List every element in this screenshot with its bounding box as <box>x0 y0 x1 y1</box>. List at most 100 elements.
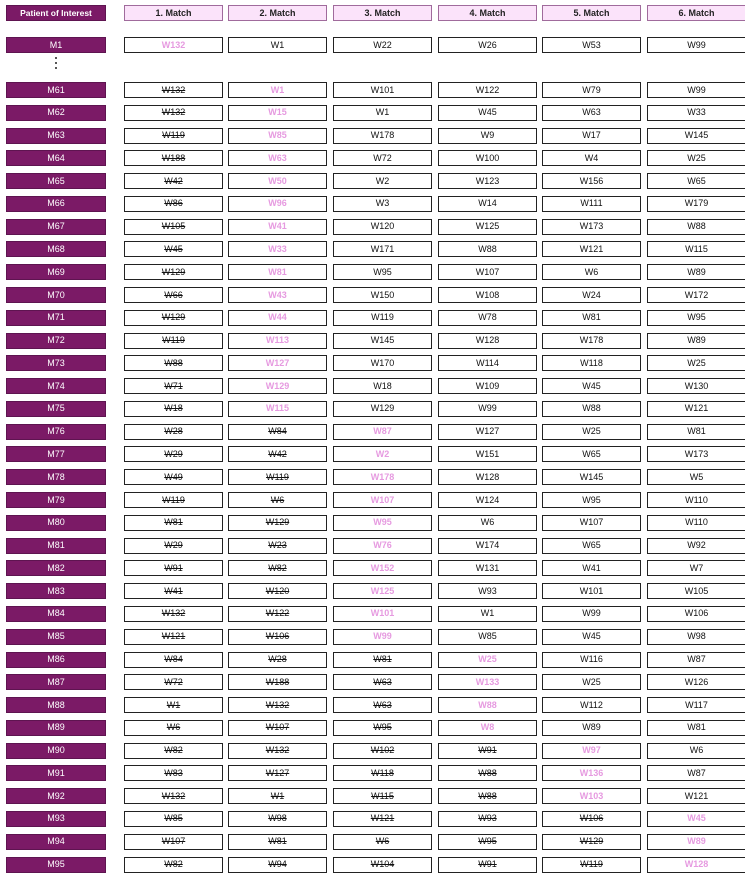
match-cell: W2 <box>333 446 432 463</box>
patient-label: M88 <box>6 697 106 714</box>
match-cell: W6 <box>438 514 537 531</box>
match-column-header-6: 6. Match <box>647 5 745 21</box>
patient-label: M61 <box>6 82 106 98</box>
match-cell: W6 <box>124 719 223 736</box>
match-cell: W82 <box>124 742 223 759</box>
match-cell: W127 <box>228 355 327 372</box>
match-cell: W132 <box>124 104 223 121</box>
match-cell: W132 <box>124 37 223 53</box>
match-cell: W33 <box>647 104 745 121</box>
match-cell: W45 <box>647 810 745 827</box>
patient-label: M91 <box>6 765 106 782</box>
match-cell: W131 <box>438 560 537 577</box>
match-cell: W125 <box>438 218 537 235</box>
match-cell: W128 <box>438 332 537 349</box>
match-column-header-2: 2. Match <box>228 5 327 21</box>
match-cell: W6 <box>542 264 641 281</box>
match-cell: W119 <box>124 127 223 144</box>
match-cell: W121 <box>647 788 745 805</box>
match-cell: W6 <box>647 742 745 759</box>
match-cell: W44 <box>228 309 327 326</box>
patient-label: M69 <box>6 264 106 281</box>
match-cell: W7 <box>647 560 745 577</box>
match-cell: W129 <box>124 309 223 326</box>
match-cell: W133 <box>438 674 537 691</box>
match-cell: W101 <box>333 82 432 98</box>
match-cell: W101 <box>333 605 432 622</box>
patient-label: M89 <box>6 719 106 736</box>
match-cell: W4 <box>542 150 641 167</box>
match-cell: W118 <box>542 355 641 372</box>
match-cell: W119 <box>228 469 327 486</box>
match-cell: W26 <box>438 37 537 53</box>
match-cell: W65 <box>542 446 641 463</box>
match-cell: W81 <box>333 651 432 668</box>
match-cell: W89 <box>647 833 745 850</box>
match-cell: W121 <box>542 241 641 258</box>
row-gap-ellipsis <box>53 57 59 69</box>
match-cell: W25 <box>542 423 641 440</box>
match-cell: W18 <box>124 400 223 417</box>
match-cell: W95 <box>333 719 432 736</box>
patient-label: M87 <box>6 674 106 691</box>
patient-label: M73 <box>6 355 106 372</box>
match-cell: W109 <box>438 378 537 395</box>
patient-label: M72 <box>6 332 106 349</box>
match-cell: W41 <box>228 218 327 235</box>
match-cell: W119 <box>542 856 641 873</box>
match-cell: W79 <box>542 82 641 98</box>
match-cell: W65 <box>542 537 641 554</box>
match-cell: W95 <box>542 492 641 509</box>
match-cell: W112 <box>542 697 641 714</box>
match-cell: W132 <box>228 697 327 714</box>
match-cell: W114 <box>438 355 537 372</box>
match-cell: W87 <box>333 423 432 440</box>
match-cell: W89 <box>542 719 641 736</box>
patient-label: M94 <box>6 833 106 850</box>
match-cell: W188 <box>124 150 223 167</box>
match-cell: W29 <box>124 537 223 554</box>
match-cell: W119 <box>333 309 432 326</box>
match-cell: W45 <box>438 104 537 121</box>
match-cell: W173 <box>542 218 641 235</box>
match-cell: W89 <box>647 332 745 349</box>
patient-label: M80 <box>6 514 106 531</box>
match-cell: W72 <box>333 150 432 167</box>
patient-label: M78 <box>6 469 106 486</box>
match-cell: W127 <box>228 765 327 782</box>
match-cell: W151 <box>438 446 537 463</box>
match-cell: W124 <box>438 492 537 509</box>
match-cell: W45 <box>542 628 641 645</box>
match-cell: W85 <box>228 127 327 144</box>
match-cell: W1 <box>438 605 537 622</box>
match-cell: W145 <box>333 332 432 349</box>
match-cell: W97 <box>542 742 641 759</box>
match-cell: W108 <box>438 287 537 304</box>
match-cell: W49 <box>124 469 223 486</box>
match-cell: W98 <box>647 628 745 645</box>
match-cell: W63 <box>333 697 432 714</box>
match-cell: W88 <box>438 241 537 258</box>
match-cell: W6 <box>228 492 327 509</box>
match-cell: W107 <box>124 833 223 850</box>
match-cell: W145 <box>647 127 745 144</box>
patient-label: M93 <box>6 810 106 827</box>
match-cell: W1 <box>228 37 327 53</box>
match-cell: W178 <box>333 469 432 486</box>
match-cell: W122 <box>228 605 327 622</box>
match-cell: W22 <box>333 37 432 53</box>
match-cell: W65 <box>647 173 745 190</box>
match-cell: W66 <box>124 287 223 304</box>
match-cell: W130 <box>647 378 745 395</box>
match-cell: W129 <box>333 400 432 417</box>
match-cell: W126 <box>647 674 745 691</box>
match-cell: W102 <box>333 742 432 759</box>
match-cell: W3 <box>333 195 432 212</box>
match-cell: W81 <box>228 264 327 281</box>
match-cell: W1 <box>333 104 432 121</box>
match-cell: W129 <box>228 514 327 531</box>
match-cell: W145 <box>542 469 641 486</box>
match-cell: W18 <box>333 378 432 395</box>
patient-label: M83 <box>6 583 106 600</box>
patient-label: M71 <box>6 309 106 326</box>
